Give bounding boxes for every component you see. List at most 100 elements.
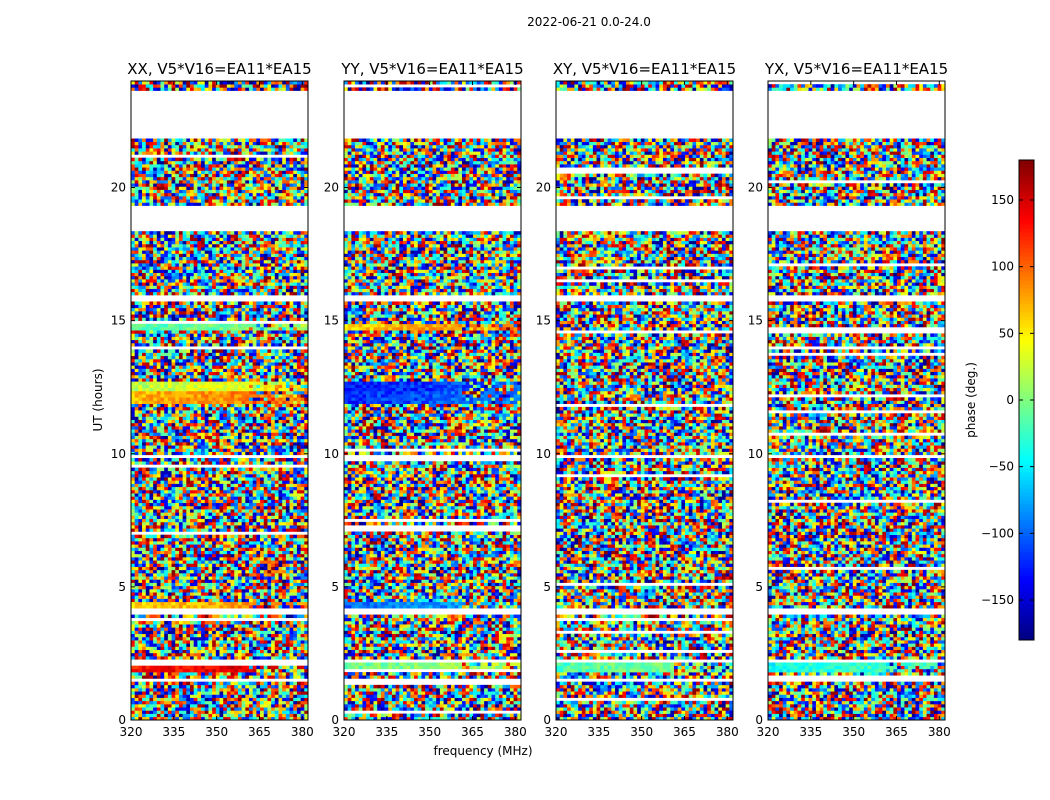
phase-cell (138, 637, 142, 640)
phase-cell (201, 634, 205, 637)
phase-cell (201, 701, 205, 704)
phase-cell (271, 640, 275, 643)
phase-cell (267, 621, 271, 624)
phase-cell (238, 627, 242, 630)
phase-cell (290, 650, 294, 653)
phase-cell (197, 637, 201, 640)
phase-cell (194, 710, 198, 713)
phase-cell (149, 710, 153, 713)
phase-cell (267, 631, 271, 634)
phase-cell (212, 627, 216, 630)
phase-cell (153, 694, 157, 697)
phase-cell (138, 672, 142, 675)
phase-cell (201, 691, 205, 694)
phase-cell (179, 704, 183, 707)
phase-cell (138, 653, 142, 656)
phase-cell (172, 682, 176, 685)
phase-cell (267, 694, 271, 697)
phase-cell (138, 682, 142, 685)
phase-cell (168, 637, 172, 640)
phase-cell (153, 621, 157, 624)
phase-cell (242, 637, 246, 640)
phase-cell (175, 656, 179, 659)
phase-cell (282, 637, 286, 640)
phase-cell (194, 691, 198, 694)
phase-cell (194, 643, 198, 646)
phase-cell (205, 672, 209, 675)
phase-cell (286, 710, 290, 713)
phase-cell (282, 643, 286, 646)
phase-cell (208, 714, 212, 717)
phase-cell (205, 685, 209, 688)
phase-cell (205, 707, 209, 710)
phase-cell (190, 637, 194, 640)
phase-cell (175, 710, 179, 713)
phase-cell (264, 666, 268, 669)
phase-cell (149, 672, 153, 675)
phase-cell (223, 707, 227, 710)
phase-cell (157, 669, 161, 672)
phase-cell (282, 621, 286, 624)
phase-cell (282, 672, 286, 675)
phase-cell (216, 672, 220, 675)
phase-cell (135, 666, 139, 669)
phase-cell (253, 701, 257, 704)
phase-cell (190, 685, 194, 688)
phase-cell (149, 643, 153, 646)
phase-cell (168, 615, 172, 618)
phase-cell (253, 666, 257, 669)
phase-cell (142, 666, 146, 669)
phase-cell (161, 691, 165, 694)
phase-cell (231, 647, 235, 650)
phase-cell (231, 682, 235, 685)
phase-cell (161, 653, 165, 656)
phase-cell (264, 627, 268, 630)
phase-cell (186, 627, 190, 630)
phase-cell (142, 634, 146, 637)
phase-cell (179, 710, 183, 713)
phase-cell (149, 701, 153, 704)
phase-cell (194, 666, 198, 669)
phase-cell (164, 707, 168, 710)
phase-cell (234, 688, 238, 691)
phase-cell (220, 672, 224, 675)
phase-cell (282, 624, 286, 627)
phase-cell (146, 634, 150, 637)
phase-cell (168, 675, 172, 678)
phase-cell (201, 637, 205, 640)
phase-cell (282, 634, 286, 637)
phase-cell (149, 650, 153, 653)
phase-cell (264, 656, 268, 659)
phase-cell (293, 672, 297, 675)
phase-cell (183, 621, 187, 624)
phase-cell (220, 621, 224, 624)
phase-cell (275, 637, 279, 640)
phase-cell (157, 647, 161, 650)
phase-cell (194, 653, 198, 656)
phase-cell (186, 624, 190, 627)
phase-cell (256, 669, 260, 672)
phase-cell (231, 698, 235, 701)
phase-cell (186, 656, 190, 659)
phase-cell (146, 640, 150, 643)
phase-cell (253, 675, 257, 678)
phase-cell (186, 701, 190, 704)
phase-cell (201, 627, 205, 630)
phase-cell (293, 704, 297, 707)
phase-cell (183, 643, 187, 646)
phase-cell (212, 701, 216, 704)
phase-cell (183, 704, 187, 707)
phase-cell (153, 707, 157, 710)
phase-cell (161, 672, 165, 675)
phase-cell (293, 634, 297, 637)
phase-cell (234, 682, 238, 685)
phase-cell (172, 653, 176, 656)
phase-cell (183, 685, 187, 688)
phase-cell (290, 621, 294, 624)
phase-cell (282, 694, 286, 697)
phase-cell (179, 634, 183, 637)
phase-cell (282, 710, 286, 713)
phase-cell (153, 637, 157, 640)
phase-cell (216, 669, 220, 672)
phase-cell (146, 688, 150, 691)
